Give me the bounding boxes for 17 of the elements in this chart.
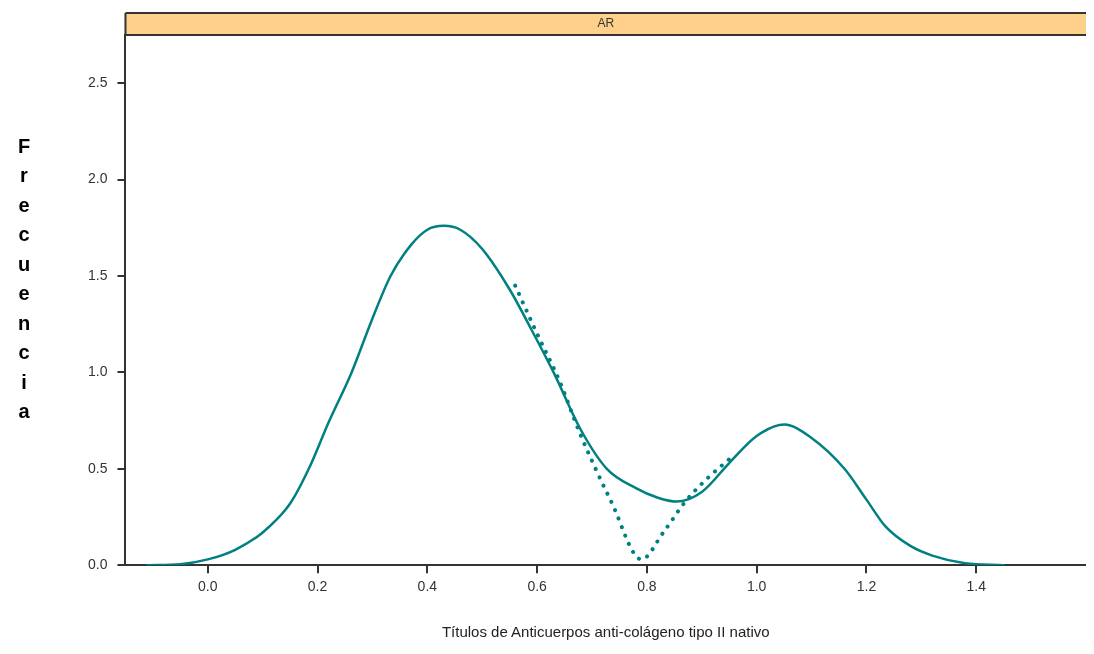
y-tick-label: 1.5: [87, 266, 108, 283]
y-tick-label: 0.5: [87, 459, 108, 476]
x-tick-label: 1.0: [746, 578, 767, 595]
chart-title: AR: [597, 16, 615, 31]
x-tick-label: 1.4: [966, 578, 987, 595]
x-axis-title: Títulos de Anticuerpos anti-colágeno tipo II nativo: [441, 623, 770, 641]
x-tick-label: 0.8: [637, 578, 657, 595]
y-tick-label: 1.0: [87, 363, 108, 380]
x-tick-label: 0.6: [527, 578, 548, 595]
y-tick-label: 0.0: [87, 556, 108, 573]
x-tick-label: 0.0: [198, 578, 218, 595]
x-tick-label: 0.4: [417, 578, 438, 595]
y-tick-label: 2.0: [87, 170, 108, 187]
y-tick-label: 2.5: [87, 74, 108, 91]
x-tick-label: 0.2: [307, 578, 328, 595]
x-tick-label: 1.2: [856, 578, 877, 595]
text: Frecuencia: [17, 134, 31, 423]
